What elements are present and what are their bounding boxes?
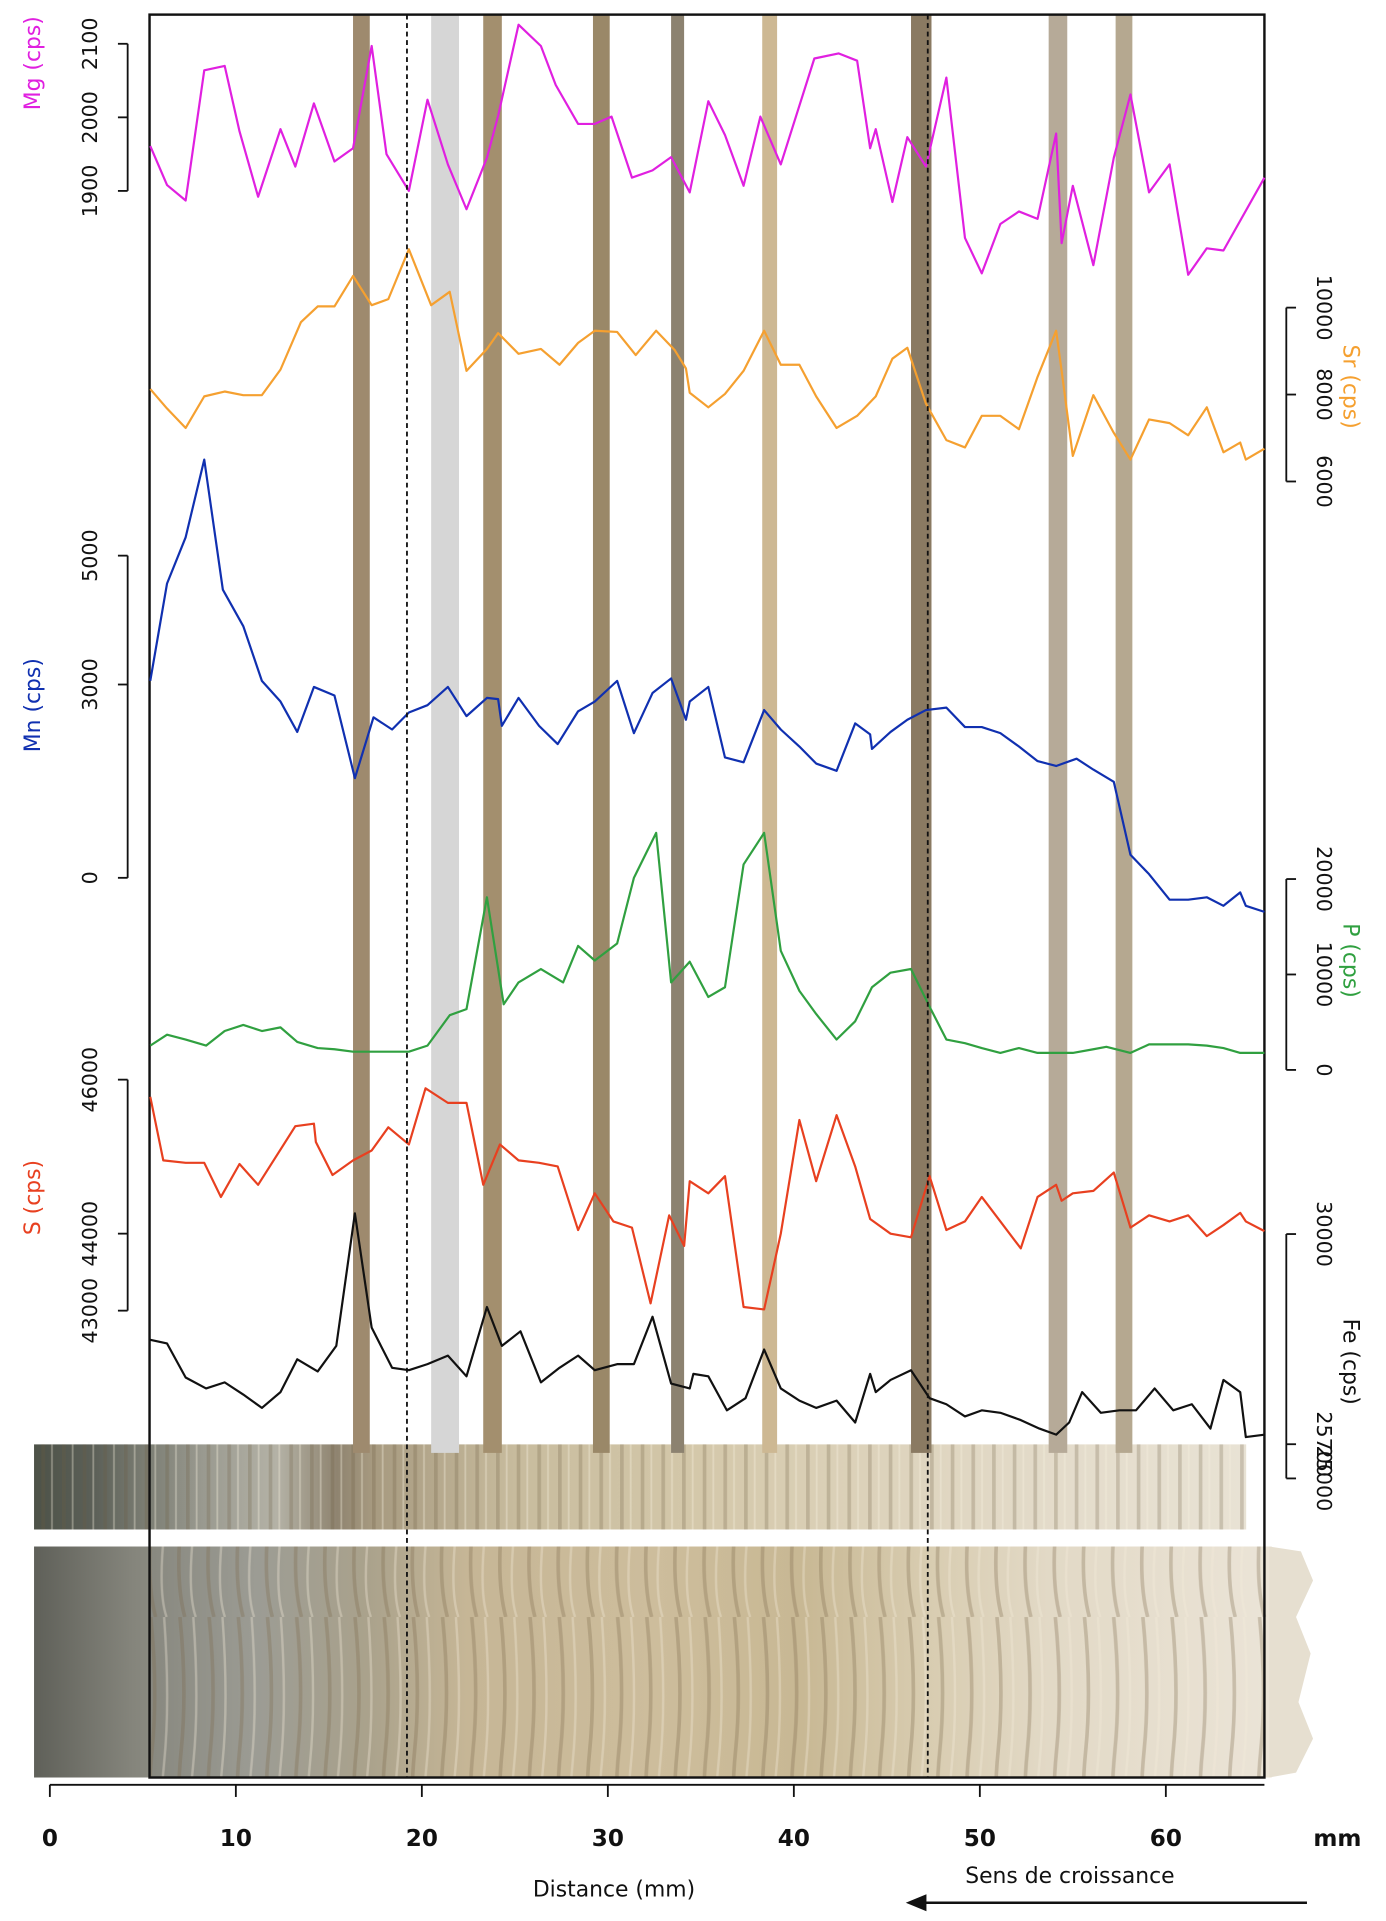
y-axis-title: P (cps)	[1338, 923, 1363, 998]
plot-frame	[148, 13, 1266, 1779]
x-unit: mm	[1313, 1826, 1361, 1852]
x-tick-label: 30	[592, 1826, 624, 1852]
bands	[353, 14, 1133, 1453]
y-axis-title: Mg (cps)	[21, 16, 46, 110]
highlight-band	[592, 14, 610, 1453]
y-tick-label: 25000	[1312, 1446, 1336, 1512]
x-tick-label: 20	[406, 1826, 438, 1852]
y-axis-title: Sr (cps)	[1338, 345, 1363, 429]
y-tick-label: 43000	[78, 1278, 102, 1344]
highlight-band	[483, 14, 502, 1453]
shell-photo-growth-lines	[149, 1546, 1272, 1778]
y-tick-label: 10000	[1312, 275, 1336, 341]
y-tick-label: 1900	[78, 165, 102, 218]
highlight-band	[431, 14, 460, 1453]
series-line	[149, 248, 1265, 461]
y-axis-title: Mn (cps)	[21, 658, 46, 752]
color-strip-lines	[34, 1444, 1247, 1530]
y-tick-label: 8000	[1312, 368, 1336, 421]
x-tick-label: 40	[778, 1826, 810, 1852]
y-axis-title: Fe (cps)	[1338, 1319, 1363, 1405]
y-axis-title: S (cps)	[21, 1160, 46, 1235]
growth-direction: Sens de croissance	[965, 1864, 1174, 1889]
x-axis-title: Distance (mm)	[533, 1878, 695, 1903]
y-tick-label: 0	[78, 871, 102, 884]
x-tick-label: 10	[220, 1826, 252, 1852]
y-tick-label: 2100	[78, 18, 102, 71]
y-tick-label: 25700	[1312, 1411, 1336, 1477]
highlight-band	[353, 14, 370, 1453]
x-tick-label: 0	[42, 1826, 58, 1852]
y-tick-label: 46000	[78, 1047, 102, 1113]
y-tick-label: 2000	[78, 91, 102, 144]
series-line	[149, 1087, 1265, 1311]
shell-edge	[1269, 1546, 1314, 1778]
growth-arrow-head	[905, 1894, 927, 1912]
y-tick-label: 20000	[1312, 846, 1336, 912]
sample-images	[34, 1444, 1314, 1778]
y-tick-label: 3000	[78, 658, 102, 711]
y-tick-label: 10000	[1312, 942, 1336, 1008]
x-tick-label: 60	[1150, 1826, 1182, 1852]
series-line	[149, 23, 1266, 276]
y-tick-label: 44000	[78, 1201, 102, 1267]
highlight-band	[762, 14, 778, 1453]
y-tick-label: 30000	[1312, 1201, 1336, 1267]
highlight-band	[1115, 14, 1133, 1453]
x-tick-label: 50	[964, 1826, 996, 1852]
series-line	[150, 1212, 1265, 1439]
series-line	[149, 831, 1265, 1054]
y-tick-label: 6000	[1312, 455, 1336, 508]
series-line	[149, 458, 1265, 913]
highlight-band	[671, 14, 685, 1453]
y-tick-label: 0	[1312, 1063, 1336, 1076]
y-tick-label: 5000	[78, 529, 102, 582]
